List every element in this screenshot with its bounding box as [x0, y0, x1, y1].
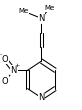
Text: Me: Me — [44, 5, 55, 11]
Text: N: N — [38, 14, 45, 23]
Text: -: - — [0, 52, 2, 57]
Text: O: O — [2, 55, 8, 64]
Text: Me: Me — [18, 8, 29, 14]
Text: N: N — [11, 66, 17, 75]
Text: +: + — [15, 63, 20, 68]
Text: O: O — [2, 77, 8, 86]
Text: N: N — [38, 93, 45, 102]
